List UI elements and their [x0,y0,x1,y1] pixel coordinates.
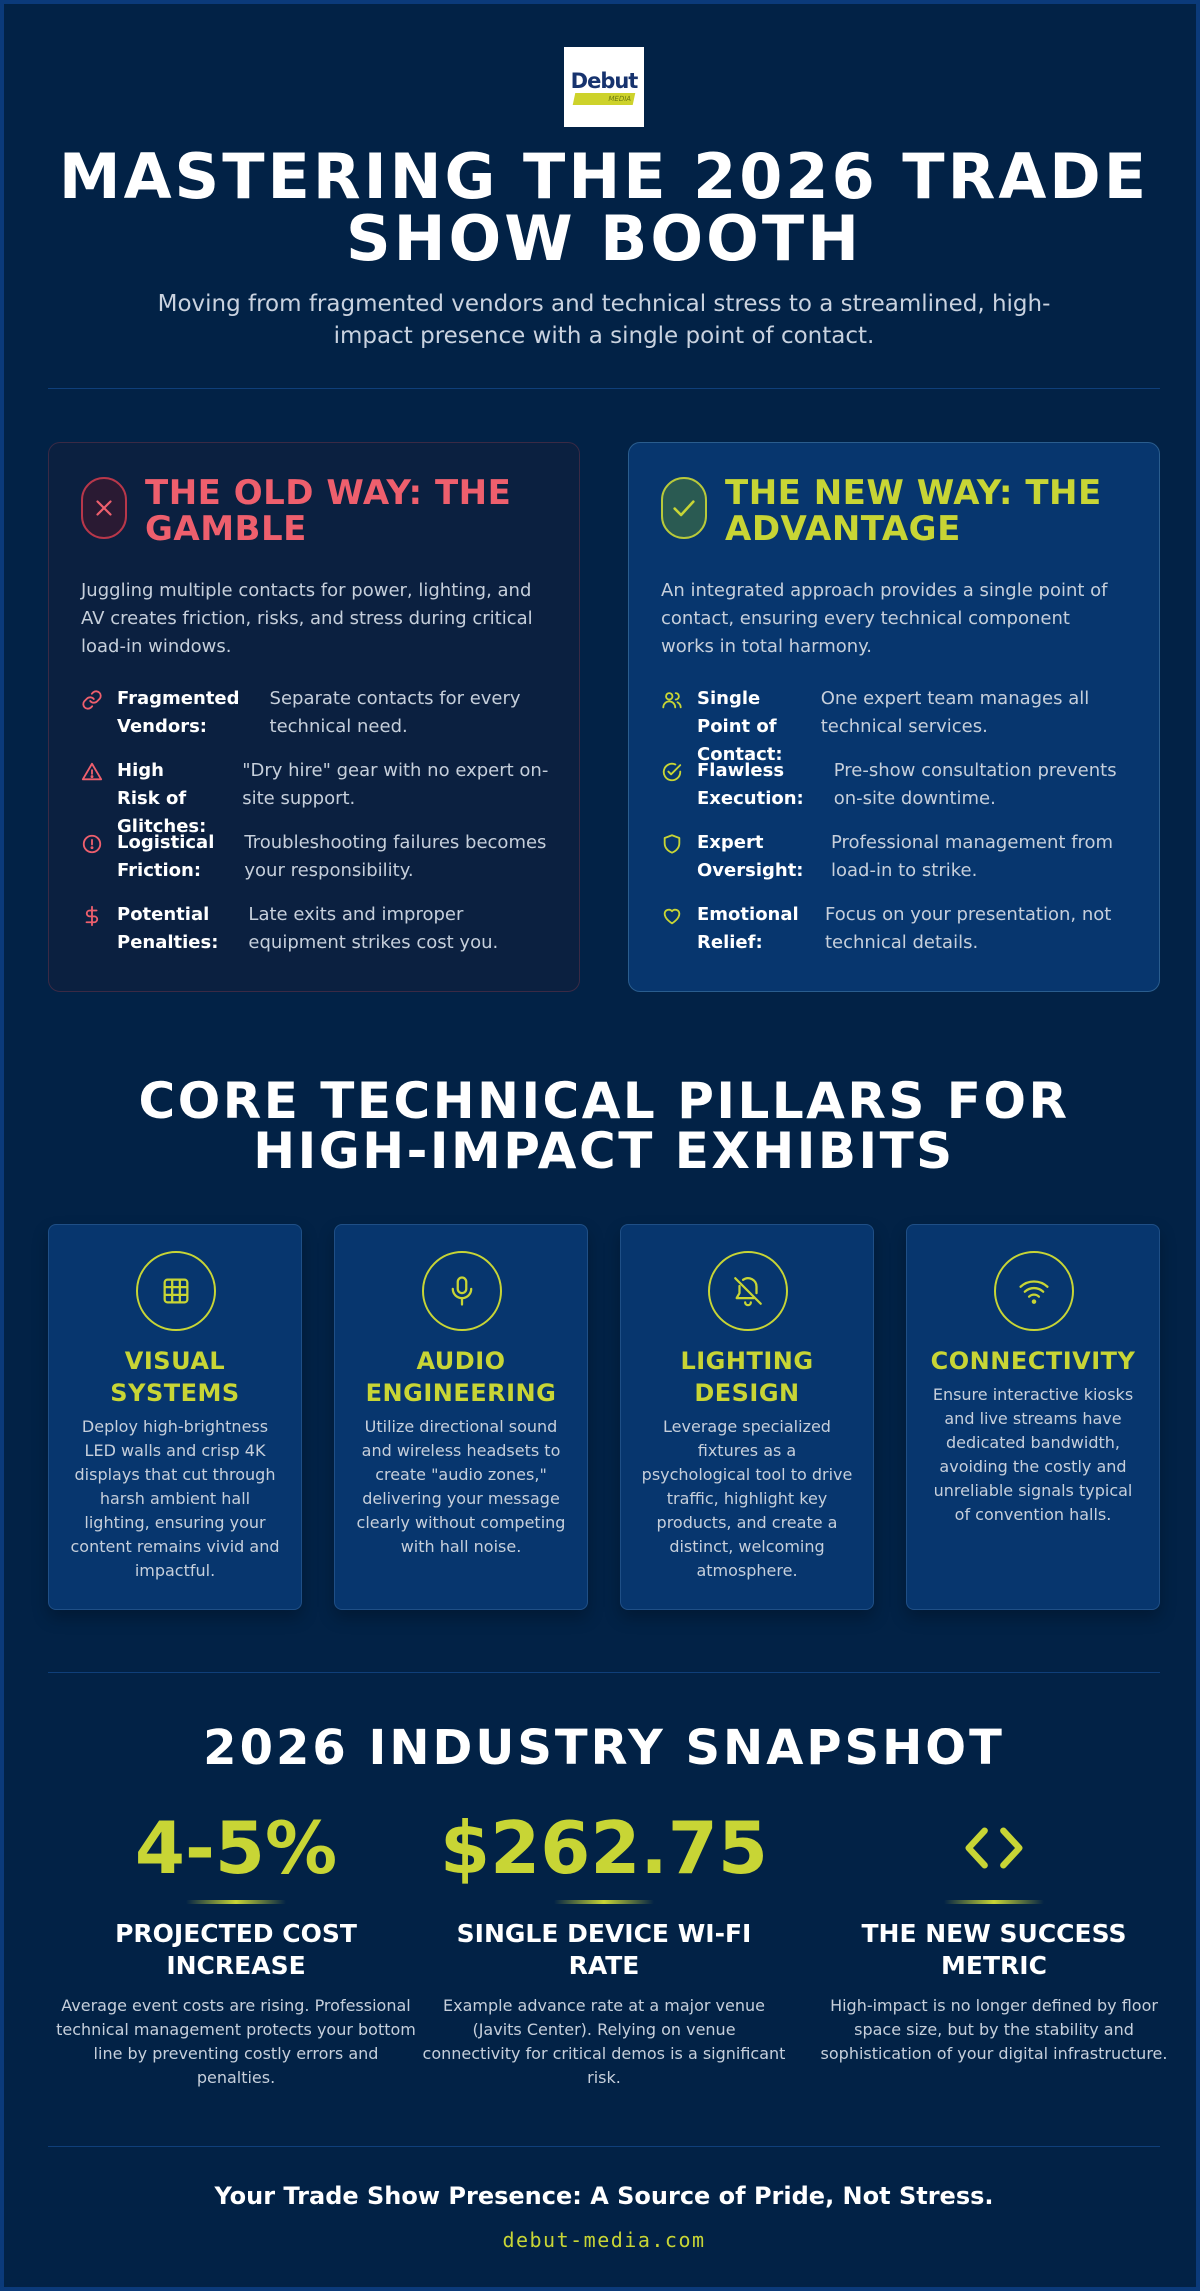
pillar-card-audio: AUDIO ENGINEERING Utilize directional so… [334,1224,588,1610]
list-item: Fragmented Vendors: Separate contacts fo… [81,685,559,757]
stat-cost-increase: 4-5% PROJECTED COST INCREASE Average eve… [48,1804,424,2090]
snapshot-title: 2026 INDUSTRY SNAPSHOT [203,1720,1005,1776]
list-item-key: Flawless Execution: [697,760,804,809]
alert-circle-icon [81,829,117,859]
list-item-key: Fragmented Vendors: [117,688,240,737]
stat-wifi-rate: $262.75 SINGLE DEVICE WI-FI RATE Example… [416,1804,792,2090]
footer-tagline: Your Trade Show Presence: A Source of Pr… [214,2182,994,2210]
pillar-title: AUDIO ENGINEERING [365,1347,557,1407]
x-icon [81,477,127,539]
old-way-card: THE OLD WAY: THE GAMBLE Juggling multipl… [48,442,580,992]
shield-icon [661,829,697,859]
hero-divider [48,388,1160,389]
list-item-value: Late exits and improper equipment strike… [248,904,499,953]
list-item: Logistical Friction: Troubleshooting fai… [81,829,559,901]
stat-value: 4-5% [134,1806,338,1890]
dollar-icon [81,901,117,931]
pillars-divider [48,1672,1160,1673]
list-item-value: One expert team manages all technical se… [820,688,1090,737]
new-way-intro: An integrated approach provides a single… [661,580,1108,657]
check-icon [661,477,707,539]
stat-label: SINGLE DEVICE WI-FI RATE [456,1919,752,1980]
new-way-title: THE NEW WAY: THE ADVANTAGE [725,473,1102,549]
new-way-card: THE NEW WAY: THE ADVANTAGE An integrated… [628,442,1160,992]
stat-success-metric: THE NEW SUCCESS METRIC High-impact is no… [806,1804,1182,2066]
pillar-body: Deploy high-brightness LED walls and cri… [70,1417,280,1580]
pillar-title: CONNECTIVITY [930,1347,1136,1375]
list-item-value: Pre-show consultation prevents on-site d… [833,760,1117,809]
logo-bar: MEDIA [572,92,636,105]
list-item-key: Single Point of Contact: [697,688,783,765]
stat-underline [554,1900,654,1904]
list-item: Expert Oversight: Professional managemen… [661,829,1139,901]
list-item-key: Potential Penalties: [117,904,219,953]
wifi-icon [994,1251,1074,1331]
list-item: Emotional Relief: Focus on your presenta… [661,901,1139,973]
list-item: Flawless Execution: Pre-show consultatio… [661,757,1139,829]
pillar-title: VISUAL SYSTEMS [110,1347,240,1407]
list-item: Potential Penalties: Late exits and impr… [81,901,559,973]
footer-divider [48,2146,1160,2147]
code-icon [806,1804,1182,1892]
list-item: High Risk of Glitches: "Dry hire" gear w… [81,757,559,837]
page-title: MASTERING THE 2026 TRADE SHOW BOOTH [58,140,1150,275]
stat-value: $262.75 [440,1806,768,1890]
website-link[interactable]: debut-media.com [502,2228,706,2252]
stat-label: THE NEW SUCCESS METRIC [861,1919,1127,1980]
list-item-key: Logistical Friction: [117,832,215,881]
lamp-icon [708,1251,788,1331]
list-item-key: High Risk of Glitches: [117,760,207,837]
page-subtitle: Moving from fragmented vendors and techn… [157,291,1051,349]
old-way-intro: Juggling multiple contacts for power, li… [81,580,533,657]
pillar-card-connectivity: CONNECTIVITY Ensure interactive kiosks a… [906,1224,1160,1610]
pillar-card-lighting: LIGHTING DESIGN Leverage specialized fix… [620,1224,874,1610]
stat-body: Example advance rate at a major venue (J… [422,1996,786,2087]
stat-body: High-impact is no longer defined by floo… [820,1996,1168,2063]
pillar-body: Leverage specialized fixtures as a psych… [641,1417,853,1580]
stat-label: PROJECTED COST INCREASE [115,1919,357,1980]
stat-underline [944,1900,1044,1904]
users-icon [661,685,697,715]
list-item-value: Professional management from load-in to … [831,832,1114,881]
old-way-list: Fragmented Vendors: Separate contacts fo… [81,685,559,973]
grid-icon [136,1251,216,1331]
list-item-value: "Dry hire" gear with no expert on-site s… [242,760,549,809]
pillar-card-visual: VISUAL SYSTEMS Deploy high-brightness LE… [48,1224,302,1610]
pillar-title: LIGHTING DESIGN [680,1347,814,1407]
old-way-title: THE OLD WAY: THE GAMBLE [145,473,512,549]
logo-wordmark: Debut [570,68,639,93]
new-way-list: Single Point of Contact: One expert team… [661,685,1139,973]
warning-triangle-icon [81,757,117,787]
new-way-header: THE NEW WAY: THE ADVANTAGE [661,475,1139,547]
stat-underline [186,1900,286,1904]
stat-body: Average event costs are rising. Professi… [56,1996,416,2087]
debut-media-logo: Debut MEDIA [564,47,644,127]
link-icon [81,685,117,715]
list-item-value: Troubleshooting failures becomes your re… [244,832,547,881]
pillar-body: Ensure interactive kiosks and live strea… [932,1385,1134,1524]
list-item-value: Focus on your presentation, not technica… [825,904,1112,953]
list-item-key: Emotional Relief: [697,904,799,953]
list-item: Single Point of Contact: One expert team… [661,685,1139,765]
list-item-key: Expert Oversight: [697,832,804,881]
check-circle-icon [661,757,697,787]
pillar-body: Utilize directional sound and wireless h… [356,1417,566,1556]
microphone-icon [422,1251,502,1331]
pillars-title: CORE TECHNICAL PILLARS FOR HIGH-IMPACT E… [138,1072,1070,1180]
list-item-value: Separate contacts for every technical ne… [269,688,521,737]
heart-icon [661,901,697,931]
old-way-header: THE OLD WAY: THE GAMBLE [81,475,559,547]
